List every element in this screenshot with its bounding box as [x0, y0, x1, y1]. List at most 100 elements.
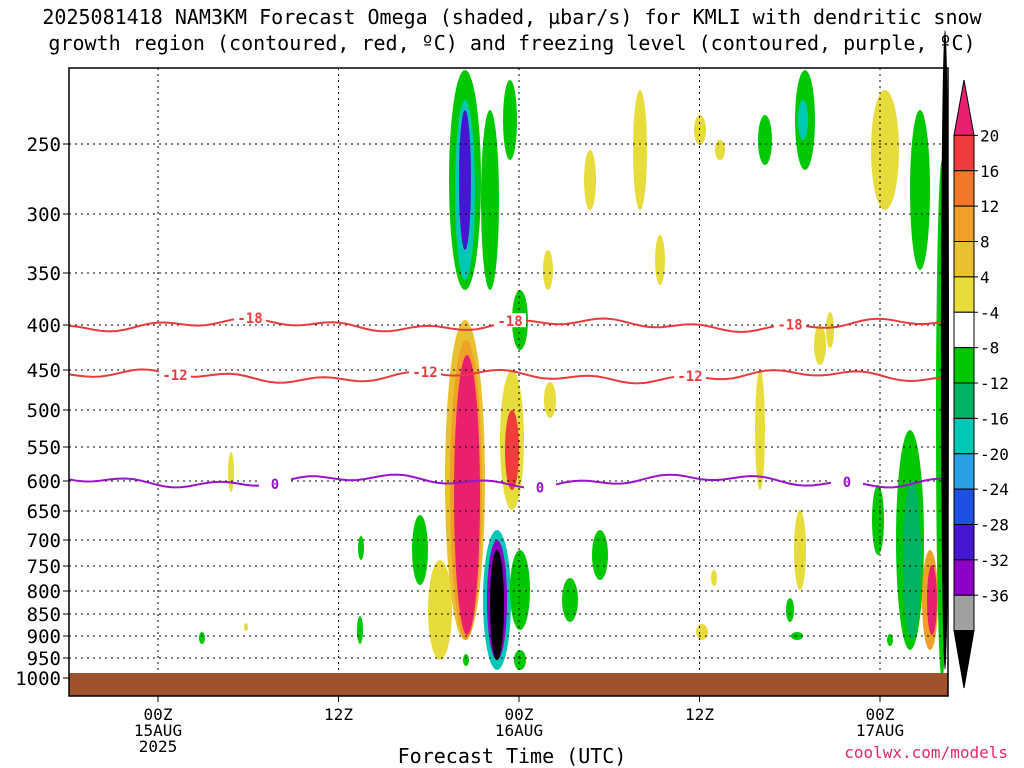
colorbar-label: -24: [980, 480, 1009, 499]
colorbar-swatch: [953, 559, 975, 596]
omega-region: [910, 110, 930, 270]
y-tick-label: 750: [27, 556, 61, 578]
x-tick-sublabel: 2025: [139, 737, 178, 756]
omega-region: [562, 578, 578, 622]
omega-region: [357, 616, 363, 644]
colorbar-swatch: [953, 311, 975, 349]
omega-region: [358, 536, 364, 560]
colorbar-swatch: [953, 594, 975, 632]
omega-region: [826, 312, 834, 348]
temperature-contours: -18 -18 -18 -12 -12 -12 0 0 0: [68, 310, 942, 497]
omega-region: [715, 140, 725, 160]
contour-label-bg: [831, 473, 863, 488]
omega-region: [584, 150, 596, 210]
omega-region: [412, 515, 428, 585]
colorbar-swatch: [953, 453, 975, 490]
omega-region: [199, 632, 205, 644]
colorbar-swatch: [953, 276, 975, 313]
omega-region: [428, 560, 452, 660]
x-tick-label: 00Z: [505, 705, 534, 724]
colorbar-swatch: [953, 382, 975, 419]
omega-region: [592, 530, 608, 580]
colorbar-swatch: [953, 488, 975, 525]
contour-line: [68, 473, 942, 490]
omega-region: [791, 632, 803, 640]
contour-label-bg: [494, 313, 526, 328]
y-tick-label: 450: [27, 360, 61, 382]
colorbar-label: 4: [980, 268, 990, 287]
contour-label-bg: [234, 310, 266, 325]
colorbar-swatch: [953, 241, 975, 278]
contour-label: 0: [843, 475, 851, 491]
omega-region: [696, 624, 708, 640]
credit-label: coolwx.com/models: [844, 743, 1008, 762]
colorbar-label: -28: [980, 516, 1009, 535]
contour-label-bg: [409, 364, 441, 379]
contour-label-bg: [259, 475, 291, 490]
omega-region: [794, 510, 806, 590]
colorbar-label: -32: [980, 551, 1009, 570]
omega-region: [505, 410, 519, 490]
colorbar-label: -36: [980, 586, 1009, 605]
chart-title: 2025081418 NAM3KM Forecast Omega (shaded…: [0, 4, 1024, 56]
omega-region: [814, 325, 826, 365]
y-tick-label: 850: [27, 604, 61, 626]
y-tick-label: 800: [27, 581, 61, 603]
omega-region: [510, 550, 530, 630]
omega-shading: [199, 30, 949, 680]
x-tick-label: 12Z: [685, 705, 714, 724]
contour-label: -18: [777, 318, 802, 334]
contour-label: 0: [536, 481, 544, 497]
omega-downward-purple: [459, 110, 471, 250]
x-tick-sublabel: 16AUG: [495, 721, 543, 740]
contour-label-bg: [774, 316, 806, 331]
y-tick-label: 650: [27, 501, 61, 523]
omega-region: [786, 598, 794, 622]
contour-label: -12: [412, 365, 437, 381]
omega-region: [903, 480, 921, 640]
contour-line: [68, 368, 942, 385]
omega-region: [871, 90, 899, 210]
omega-region: [244, 623, 248, 631]
omega-region: [481, 110, 499, 290]
colorbar-arrow-bottom: [953, 630, 975, 689]
colorbar-swatch: [953, 205, 975, 242]
y-axis-ticks: 2503003504004505005506006507007508008509…: [15, 134, 69, 690]
y-tick-label: 600: [27, 471, 61, 493]
omega-region: [543, 250, 553, 290]
omega-region: [927, 565, 937, 635]
omega-region: [228, 452, 234, 492]
y-tick-label: 1000: [15, 668, 61, 690]
contour-label-bg: [524, 479, 556, 494]
ground-fill: [69, 673, 948, 696]
y-tick-label: 500: [27, 400, 61, 422]
y-tick-label: 550: [27, 437, 61, 459]
x-tick-label: 00Z: [866, 705, 895, 724]
omega-region: [941, 30, 949, 670]
ground-bar: [69, 673, 948, 696]
y-tick-label: 900: [27, 626, 61, 648]
contour-label: -12: [162, 368, 187, 384]
colorbar-label: -8: [980, 339, 999, 358]
contour-label: -18: [497, 314, 522, 330]
title-line-2: growth region (contoured, red, ºC) and f…: [48, 31, 976, 55]
omega-upward-magenta: [454, 355, 480, 635]
plot-frame: [68, 67, 949, 697]
colorbar-swatch: [953, 134, 975, 172]
y-tick-label: 700: [27, 530, 61, 552]
x-tick-label: 12Z: [324, 705, 353, 724]
omega-region: [758, 115, 772, 165]
omega-region: [463, 654, 469, 666]
y-tick-label: 300: [27, 204, 61, 226]
omega-region: [633, 90, 647, 210]
contour-label: -12: [677, 369, 702, 385]
colorbar-swatch: [953, 524, 975, 561]
colorbar-label: 16: [980, 162, 999, 181]
omega-region: [544, 382, 556, 418]
x-tick-sublabel: 17AUG: [856, 721, 904, 740]
y-tick-label: 950: [27, 648, 61, 670]
x-axis-title: Forecast Time (UTC): [397, 744, 627, 768]
colorbar-label: 8: [980, 233, 990, 252]
